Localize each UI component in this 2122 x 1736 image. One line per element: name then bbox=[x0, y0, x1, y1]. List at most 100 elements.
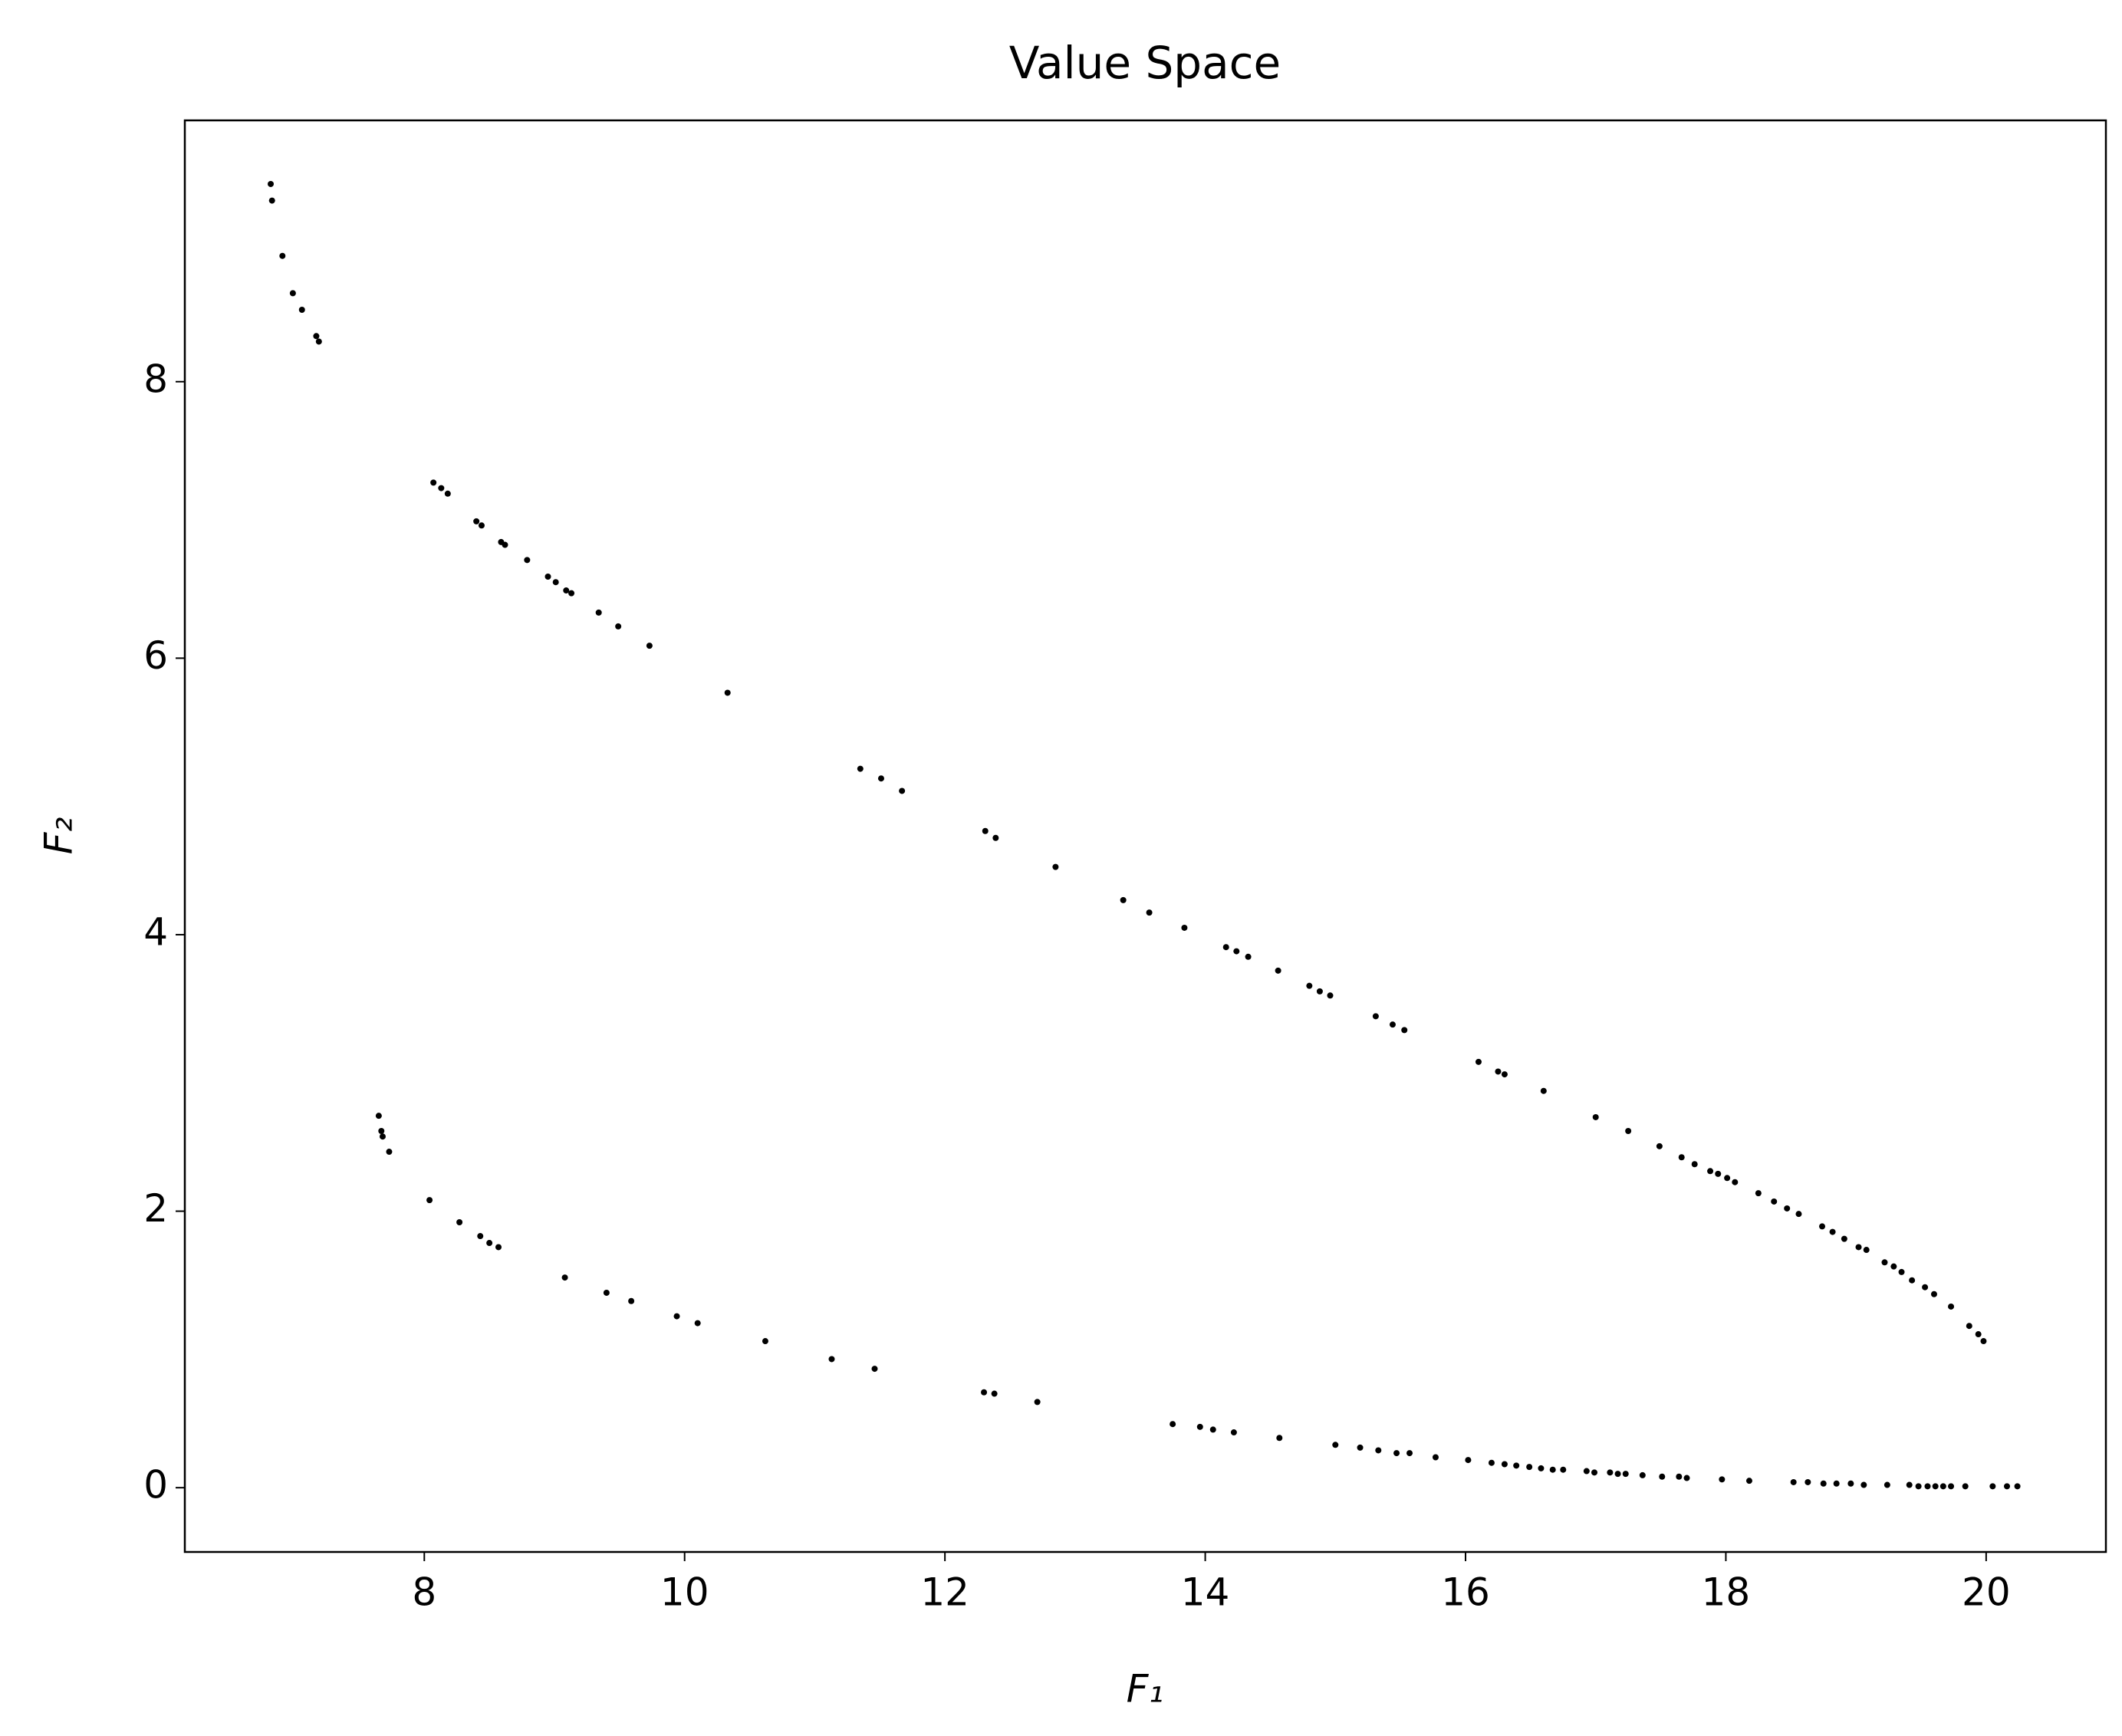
point bbox=[1230, 1429, 1237, 1436]
point bbox=[1501, 1461, 1508, 1468]
point bbox=[1719, 1476, 1726, 1483]
point bbox=[1475, 1058, 1482, 1065]
x-tick-label: 14 bbox=[1181, 1570, 1230, 1615]
point bbox=[1501, 1071, 1508, 1078]
point bbox=[1393, 1450, 1400, 1457]
point bbox=[1306, 982, 1313, 989]
point bbox=[444, 490, 451, 497]
point bbox=[603, 1289, 610, 1296]
point bbox=[1683, 1475, 1690, 1481]
point bbox=[1980, 1338, 1987, 1345]
point bbox=[1676, 1473, 1683, 1480]
point bbox=[899, 787, 906, 794]
point bbox=[1755, 1190, 1762, 1197]
point bbox=[1052, 863, 1059, 870]
point bbox=[544, 573, 551, 580]
y-tick-label: 4 bbox=[143, 909, 168, 954]
point bbox=[1357, 1444, 1364, 1451]
x-tick-label: 8 bbox=[412, 1570, 436, 1615]
point bbox=[1890, 1263, 1897, 1270]
x-tick-label: 16 bbox=[1441, 1570, 1490, 1615]
point bbox=[981, 1389, 988, 1396]
y-tick-label: 8 bbox=[143, 357, 168, 401]
point bbox=[1540, 1087, 1547, 1094]
point bbox=[1614, 1471, 1621, 1478]
point bbox=[502, 541, 508, 548]
point bbox=[1975, 1331, 1982, 1338]
point bbox=[1406, 1450, 1413, 1457]
point bbox=[1930, 1290, 1937, 1297]
point bbox=[2014, 1483, 2021, 1490]
point bbox=[1863, 1247, 1870, 1254]
point bbox=[1332, 1442, 1339, 1448]
point bbox=[1707, 1168, 1714, 1175]
point bbox=[1607, 1469, 1614, 1476]
point bbox=[673, 1313, 680, 1320]
point bbox=[1829, 1228, 1836, 1235]
point bbox=[1222, 944, 1229, 951]
x-tick-label: 20 bbox=[1962, 1570, 2011, 1615]
point bbox=[1932, 1483, 1939, 1490]
point bbox=[1784, 1205, 1791, 1212]
point bbox=[478, 522, 485, 529]
point bbox=[477, 1233, 484, 1240]
point bbox=[289, 290, 296, 297]
point bbox=[1819, 1223, 1826, 1230]
point bbox=[279, 252, 286, 259]
point bbox=[1276, 1435, 1283, 1442]
point bbox=[1659, 1473, 1666, 1480]
point bbox=[1691, 1161, 1698, 1168]
point bbox=[1034, 1399, 1041, 1406]
point bbox=[1656, 1143, 1663, 1149]
point bbox=[628, 1297, 635, 1304]
point bbox=[486, 1240, 493, 1247]
point bbox=[561, 1274, 568, 1281]
point bbox=[1966, 1323, 1972, 1330]
x-tick-label: 10 bbox=[660, 1570, 709, 1615]
point bbox=[495, 1244, 502, 1251]
point bbox=[1881, 1259, 1888, 1266]
point bbox=[694, 1320, 701, 1327]
point bbox=[426, 1197, 433, 1204]
plot-frame bbox=[183, 119, 2107, 1554]
point bbox=[1181, 924, 1188, 931]
point bbox=[991, 1390, 998, 1397]
point bbox=[1678, 1154, 1685, 1161]
point bbox=[524, 557, 531, 564]
point bbox=[1170, 1421, 1176, 1428]
point bbox=[313, 333, 320, 340]
point bbox=[1860, 1481, 1867, 1488]
point bbox=[615, 623, 622, 630]
y-tick-label: 2 bbox=[143, 1186, 168, 1231]
point bbox=[1790, 1478, 1797, 1485]
point bbox=[1372, 1013, 1379, 1020]
point bbox=[1906, 1481, 1913, 1488]
point bbox=[1316, 988, 1323, 995]
point bbox=[1855, 1244, 1862, 1251]
x-tick-label: 18 bbox=[1702, 1570, 1751, 1615]
point bbox=[857, 765, 864, 772]
point bbox=[563, 587, 570, 594]
point bbox=[1488, 1459, 1495, 1466]
point bbox=[1625, 1127, 1632, 1134]
point bbox=[1622, 1471, 1629, 1478]
point bbox=[762, 1338, 768, 1345]
point bbox=[1196, 1423, 1203, 1430]
point bbox=[430, 479, 437, 486]
point bbox=[1841, 1235, 1847, 1242]
point bbox=[724, 689, 731, 696]
point bbox=[438, 485, 445, 492]
point bbox=[1939, 1483, 1946, 1490]
point bbox=[982, 827, 989, 834]
point bbox=[1209, 1426, 1216, 1433]
x-axis-label: F₁ bbox=[1127, 1667, 1164, 1711]
point bbox=[992, 834, 999, 841]
point bbox=[646, 643, 653, 649]
y-tick-label: 0 bbox=[143, 1463, 168, 1507]
point bbox=[871, 1366, 878, 1373]
point bbox=[298, 307, 305, 314]
point bbox=[1432, 1454, 1439, 1461]
point bbox=[1120, 896, 1127, 903]
